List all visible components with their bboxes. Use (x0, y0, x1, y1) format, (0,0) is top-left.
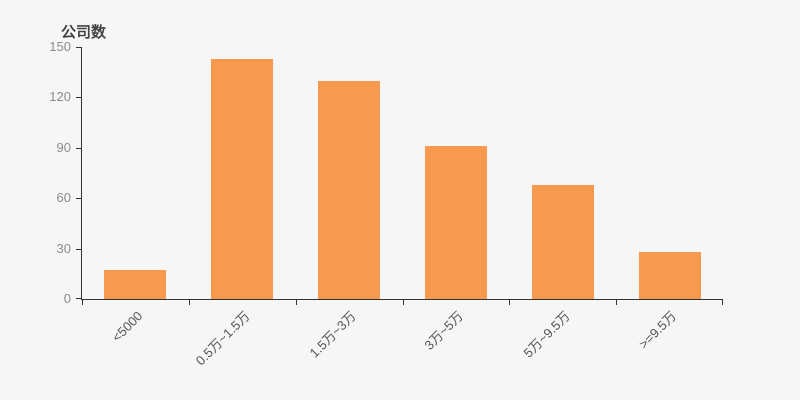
x-axis-category-label: 3万~5万 (421, 308, 466, 353)
y-axis-tick-label: 30 (56, 240, 71, 256)
bar-1[interactable] (211, 58, 274, 299)
bar-3[interactable] (424, 146, 487, 299)
y-axis-tick-mark (76, 47, 81, 48)
y-axis-tick-mark (76, 147, 81, 149)
y-axis-tick-label: 60 (56, 190, 71, 206)
y-axis-tick-mark (76, 198, 81, 200)
y-axis-tick-mark (76, 298, 81, 299)
x-axis-tick-mark (82, 300, 83, 305)
x-axis-tick-mark (295, 300, 297, 305)
bar-4[interactable] (531, 184, 594, 299)
y-axis-tick-label: 120 (49, 89, 71, 105)
x-axis-category-label: 1.5万~3万 (306, 308, 359, 361)
x-axis-category-label: 0.5万~1.5万 (192, 308, 253, 369)
x-axis-tick-mark (402, 300, 404, 305)
x-axis-category-label: 5万~9.5万 (520, 308, 573, 361)
x-axis-category-label: >=9.5万 (636, 308, 680, 352)
x-axis-tick-mark (188, 300, 190, 305)
y-axis-tick-label: 150 (49, 39, 71, 54)
x-axis-category-label: <5000 (108, 308, 146, 345)
y-axis-tick-mark (76, 248, 81, 250)
chart-title: 公司数 (61, 24, 107, 41)
x-axis-tick-mark (509, 300, 511, 305)
bar-2[interactable] (318, 80, 381, 299)
bar-5[interactable] (638, 251, 701, 299)
y-axis-tick-label: 90 (56, 139, 71, 155)
y-axis-tick-label: 0 (63, 291, 71, 306)
plot-area: 0 30 60 90 120 150 <5000 0.5万~1.5万 1.5万~3万 3万~5万 5… (49, 40, 723, 368)
bar-0[interactable] (104, 270, 167, 299)
x-axis-tick-mark (616, 300, 618, 305)
y-axis-tick-mark (76, 97, 81, 99)
x-axis-tick-mark (722, 300, 723, 305)
